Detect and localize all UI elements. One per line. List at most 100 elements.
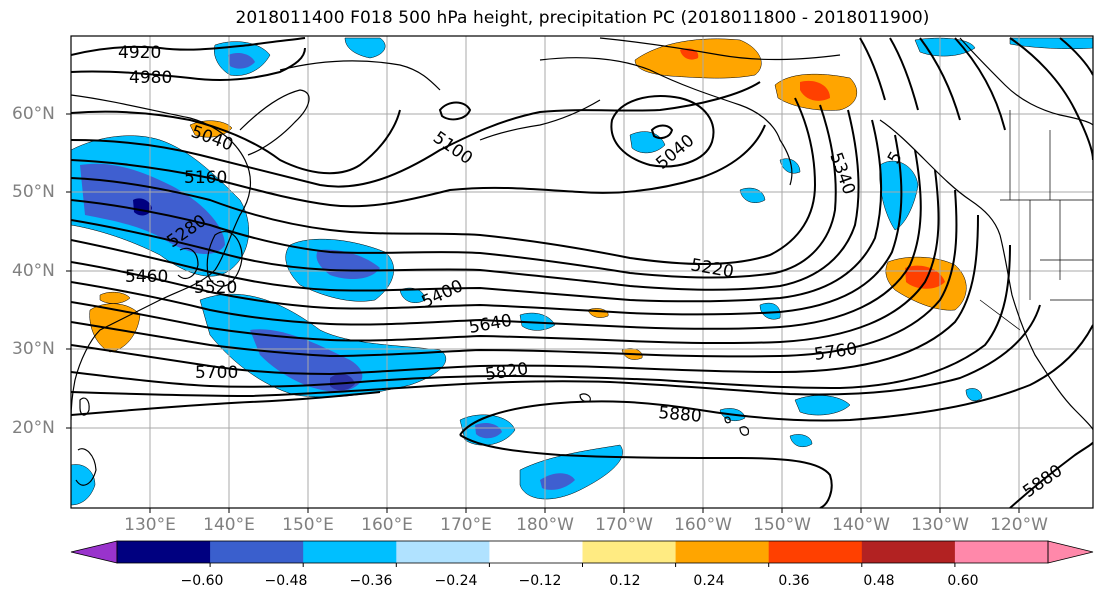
coast-kamchatka (239, 89, 310, 156)
colorbar-tick-label: 0.12 (609, 573, 641, 589)
contour-5220 (71, 97, 817, 265)
colorbar-segment (303, 541, 397, 563)
colorbar-segment (489, 541, 583, 563)
precip-area-small-2 (779, 158, 801, 174)
lon-label: 120°W (990, 515, 1048, 535)
contour-label: 5520 (194, 278, 237, 298)
coast-bc (879, 119, 1001, 236)
contour-north-1 (859, 37, 886, 101)
colorbar-tick-label: −0.48 (264, 573, 308, 589)
colorbar-segment (861, 541, 956, 563)
colorbar (70, 540, 1094, 567)
lon-label: 150°W (753, 515, 811, 535)
colorbar-segment (954, 541, 1049, 563)
coast-alaska-north (599, 37, 841, 61)
contour-label: 5700 (195, 363, 238, 383)
contour-label: 5160 (184, 168, 227, 188)
precip-area-small-5 (789, 434, 813, 447)
coast-asia-east (71, 94, 252, 421)
colorbar-tick-label: 0.60 (947, 573, 979, 589)
coast-taiwan (79, 397, 90, 416)
contour-4980 (71, 47, 306, 81)
contour-5880-south (459, 434, 833, 508)
precip-area-small-1 (344, 37, 386, 59)
colorbar-tick-label: 0.48 (863, 573, 895, 589)
lon-label: 160°W (674, 515, 732, 535)
contour-5100 (71, 81, 761, 188)
contour-5880-north (71, 324, 1093, 436)
lon-label: 170°W (595, 515, 653, 535)
precip-area-subtropical-deep (330, 373, 355, 391)
contour-kamchatka-low (438, 101, 472, 121)
contour-north-4 (954, 37, 1006, 131)
precip-area-alaska-red (680, 48, 699, 60)
contour-5580 (71, 169, 940, 345)
lat-label: 40°N (12, 261, 55, 281)
colorbar-arrow-low (70, 540, 118, 564)
colorbar-tick-label: 0.36 (778, 573, 810, 589)
contour-label: 5880 (658, 403, 703, 427)
contour-5160 (71, 124, 766, 208)
contour-5040-west (71, 109, 401, 175)
contour-4920 (71, 37, 306, 56)
lat-label: 30°N (12, 339, 55, 359)
contour-north-5 (1009, 37, 1093, 161)
map-title: 2018011400 F018 500 hPa height, precipit… (235, 8, 930, 28)
colorbar-segment (117, 541, 211, 563)
contour-low-closed (610, 95, 715, 168)
contour-5340 (71, 109, 860, 291)
precip-area-north-pacific-core (316, 249, 380, 280)
lon-label: 180°W (516, 515, 574, 535)
coast-hawaii-1 (739, 426, 750, 436)
contour-5460 (71, 134, 903, 316)
contour-north-3 (919, 37, 961, 121)
colorbar-segment (675, 541, 770, 563)
contour-label: 5460 (125, 267, 168, 287)
colorbar-tick-label: −0.36 (349, 573, 393, 589)
contour-5760 (71, 244, 1011, 390)
coast-siberia (279, 60, 441, 91)
lon-label: 160°E (361, 515, 413, 535)
coast-hawaii-2 (724, 416, 731, 424)
contour-5700 (71, 214, 979, 376)
colorbar-segment (582, 541, 677, 563)
coast-philippines (75, 448, 97, 486)
colorbar-segment (396, 541, 490, 563)
contour-label: 4980 (129, 68, 172, 88)
precip-area-south-core (540, 473, 575, 490)
contour-north-2 (889, 37, 919, 111)
contour-low-inner (650, 124, 674, 139)
precip-area-hawaii-west-core (475, 422, 502, 439)
precip-area-gulf (879, 160, 919, 231)
map-border (70, 35, 1094, 509)
precip-shading-positive (89, 38, 967, 360)
colorbar-segment (210, 541, 304, 563)
contour-5640 (71, 189, 958, 358)
colorbar-tick-label: −0.24 (434, 573, 478, 589)
precip-area-east-trop (794, 395, 851, 416)
axis-ticks (66, 113, 1020, 513)
lon-label: 170°E (440, 515, 492, 535)
contour-label: 4920 (118, 43, 161, 63)
contour-5880-se (1009, 441, 1093, 508)
colorbar-arrow-high (1047, 540, 1094, 564)
contour-5520 (71, 149, 922, 330)
colorbar-tick-label: −0.60 (180, 573, 224, 589)
precip-area-small-8 (399, 287, 426, 303)
political-borders (979, 110, 1093, 331)
precip-area-china-2 (99, 291, 131, 304)
contour-5820 (71, 304, 1041, 398)
lat-label: 50°N (12, 182, 55, 202)
coast-aleutians (479, 99, 601, 141)
coast-alaska (539, 57, 793, 186)
coast-korea (177, 247, 199, 279)
colorbar-tick-label: −0.12 (518, 573, 562, 589)
colorbar-tick-label: 0.24 (693, 573, 725, 589)
coast-japan (206, 231, 243, 287)
lat-label: 60°N (12, 104, 55, 124)
lon-label: 140°W (832, 515, 890, 535)
precip-area-small-6 (965, 388, 983, 401)
height-contours (71, 37, 1093, 508)
precip-area-bering-core (228, 52, 255, 69)
